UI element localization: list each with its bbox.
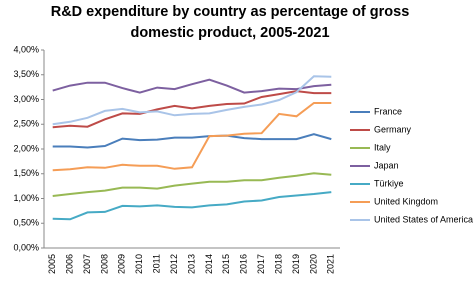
x-tick-label: 2005 xyxy=(47,254,57,274)
legend-label: Italy xyxy=(374,142,391,152)
x-tick-label: 2012 xyxy=(169,254,179,274)
legend-label: Türkiye xyxy=(374,178,404,188)
x-tick-label: 2019 xyxy=(291,254,301,274)
legend-label: United States of America xyxy=(374,214,473,224)
series-line xyxy=(52,78,332,94)
y-tick-label: 2,50% xyxy=(13,119,39,129)
x-tick-label: 2020 xyxy=(308,254,318,274)
legend-label: France xyxy=(374,106,402,116)
x-tick-label: 2011 xyxy=(152,254,162,273)
x-tick-label: 2010 xyxy=(134,254,144,274)
x-tick-label: 2015 xyxy=(221,254,231,274)
x-tick-label: 2013 xyxy=(186,254,196,274)
y-tick-label: 3,50% xyxy=(13,69,39,79)
x-tick-label: 2017 xyxy=(256,254,266,274)
y-tick-label: 4,00% xyxy=(13,44,39,54)
x-tick-label: 2016 xyxy=(239,254,249,274)
x-tick-label: 2006 xyxy=(64,254,74,274)
x-tick-label: 2007 xyxy=(82,254,92,274)
x-tick-label: 2021 xyxy=(326,254,336,274)
series-line xyxy=(52,172,332,197)
x-tick-label: 2018 xyxy=(273,254,283,274)
chart-title: R&D expenditure by country as percentage… xyxy=(50,4,410,41)
legend-label: Germany xyxy=(374,124,412,134)
series-line xyxy=(52,102,332,172)
series-line xyxy=(52,90,332,129)
y-tick-label: 3,00% xyxy=(13,94,39,104)
y-tick-label: 0,50% xyxy=(13,218,39,228)
y-tick-label: 1,00% xyxy=(13,193,39,203)
series-line xyxy=(52,191,332,221)
x-tick-label: 2009 xyxy=(117,254,127,274)
x-tick-label: 2008 xyxy=(99,254,109,274)
series-line xyxy=(52,75,332,126)
y-tick-label: 1,50% xyxy=(13,168,39,178)
legend-label: Japan xyxy=(374,160,399,170)
y-tick-label: 2,00% xyxy=(13,143,39,153)
series-line xyxy=(52,133,332,149)
legend-label: United Kingdom xyxy=(374,196,438,206)
x-tick-label: 2014 xyxy=(204,254,214,274)
y-tick-label: 0,00% xyxy=(13,242,39,252)
